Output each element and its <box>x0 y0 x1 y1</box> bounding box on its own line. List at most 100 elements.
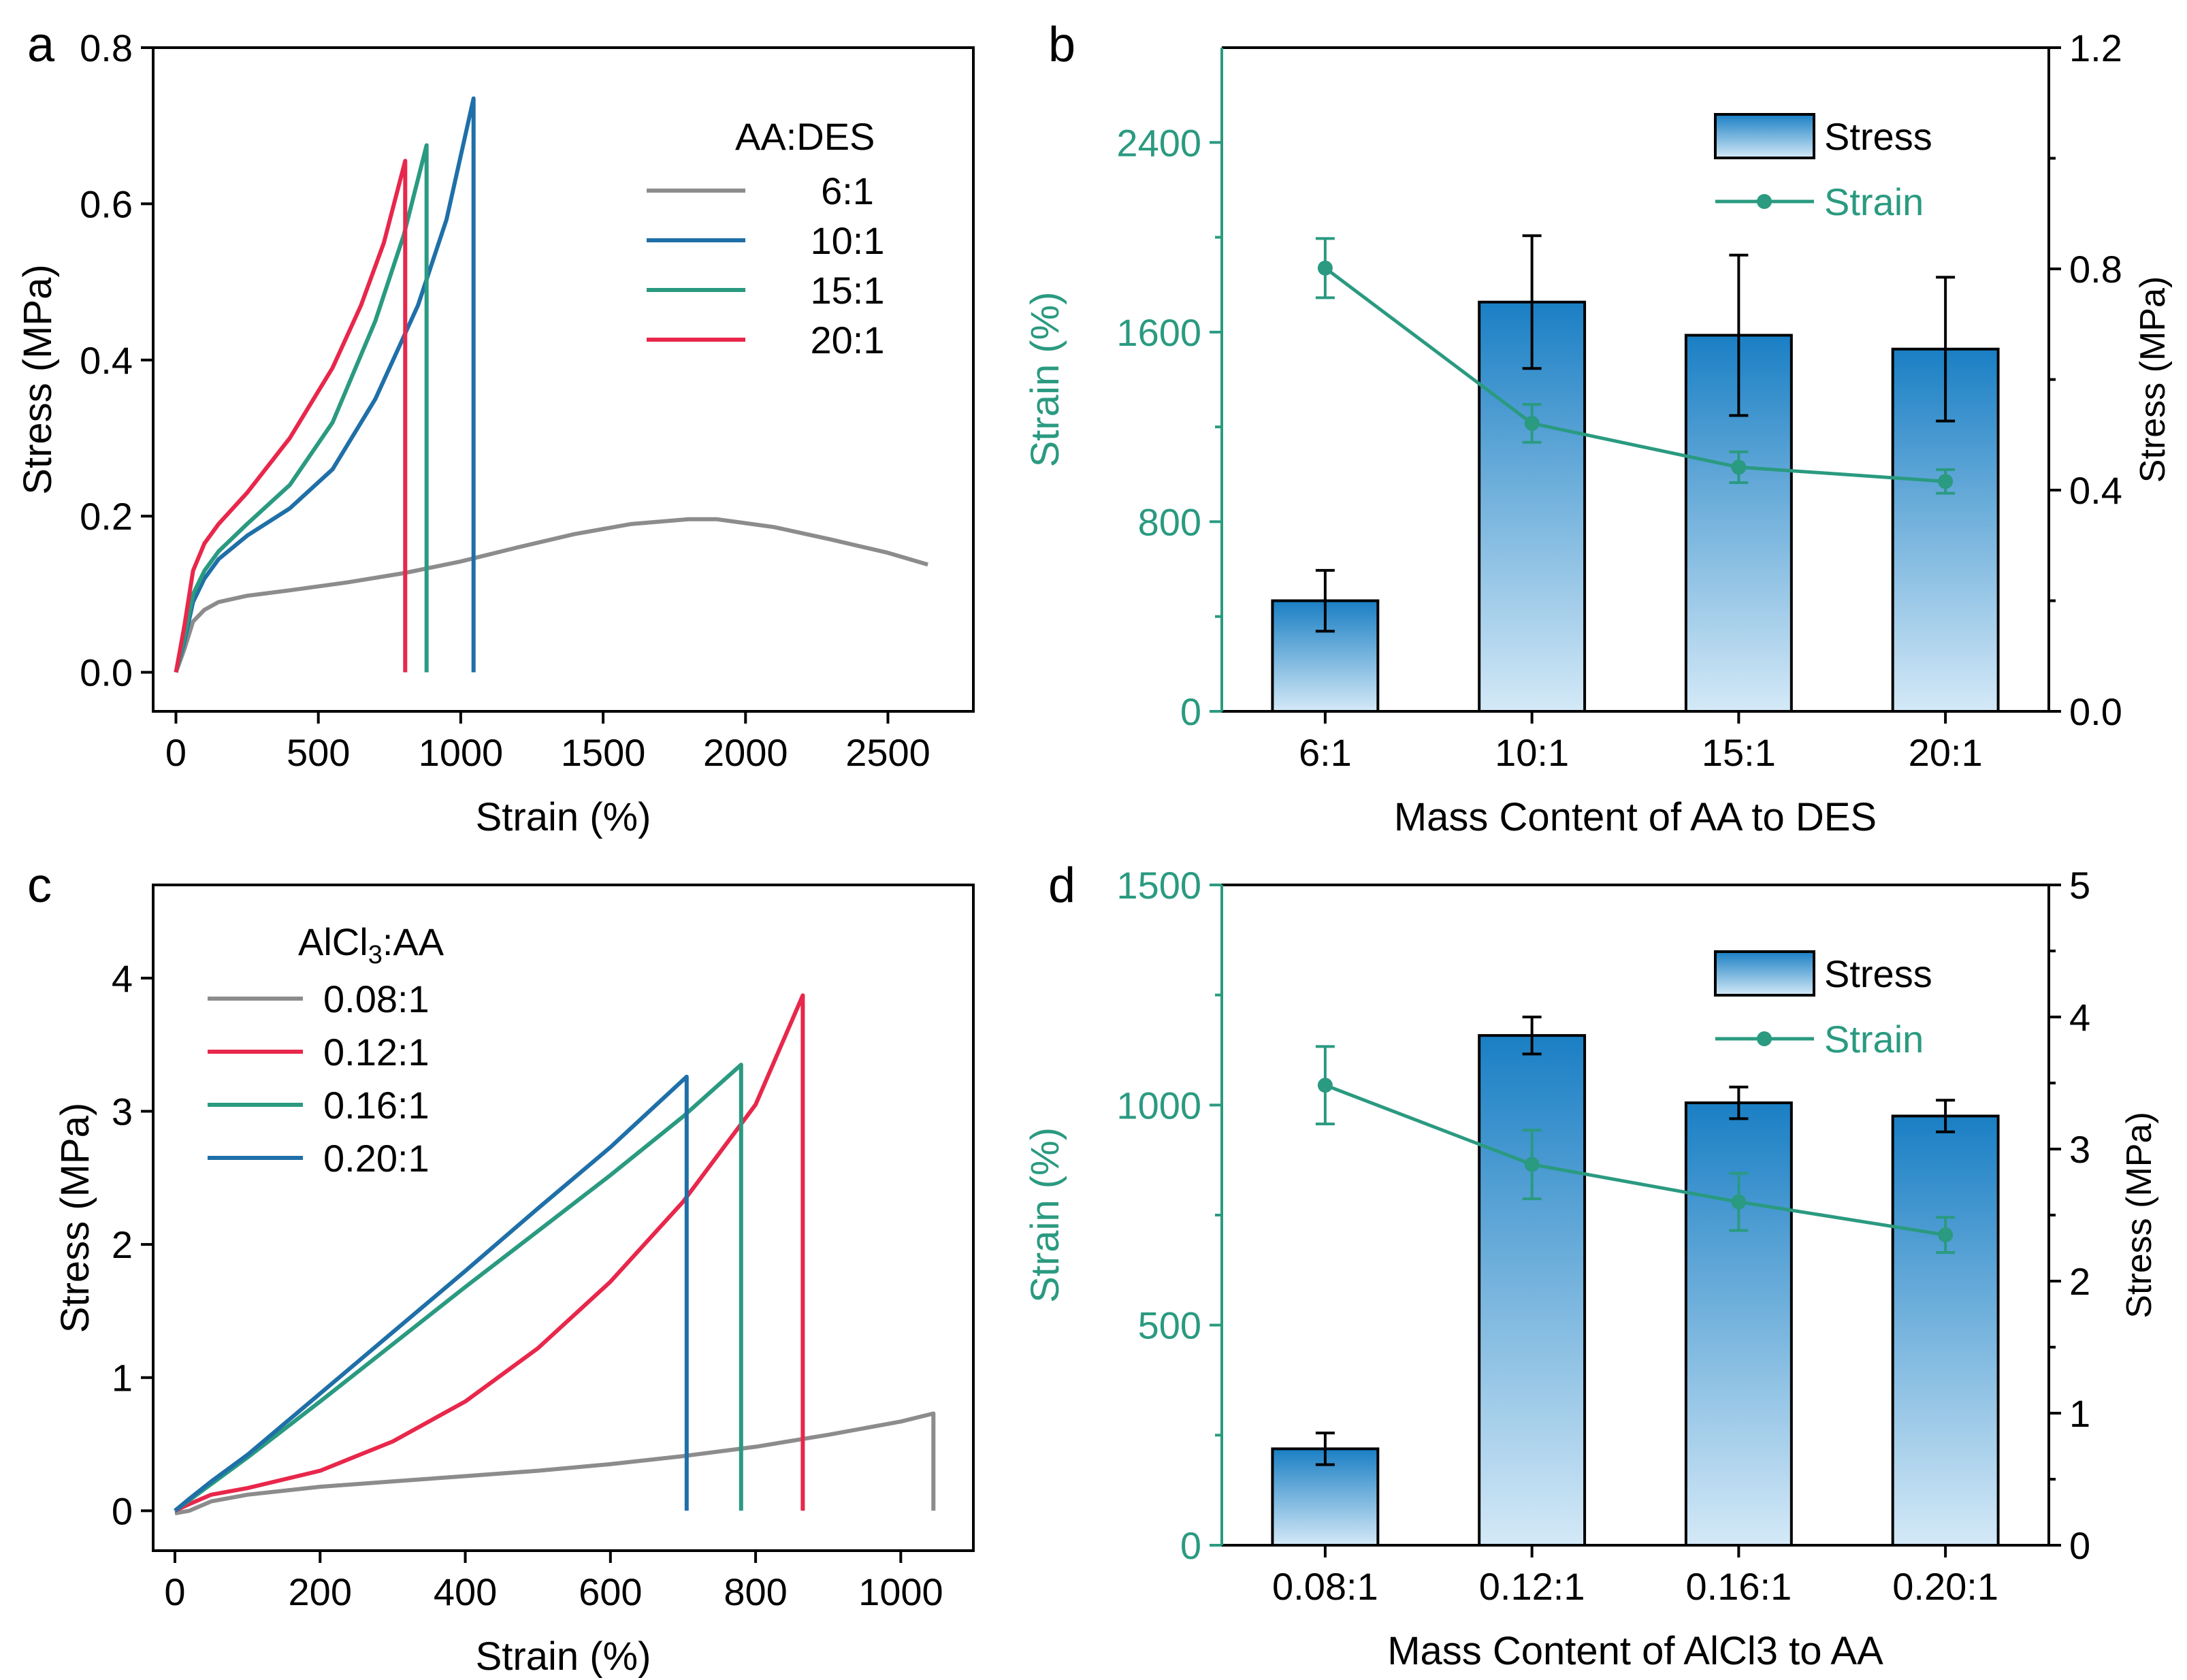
y-tick-label: 0.8 <box>80 27 133 69</box>
y-tick-label: 1 <box>112 1357 133 1400</box>
series-line-0.08:1 <box>174 1411 936 1516</box>
x-tick-label: 2000 <box>703 731 788 774</box>
stress-bar-10:1 <box>1478 300 1587 713</box>
panel-label: a <box>27 18 55 72</box>
panel-c: 0 200 400 600 800 1000 0 1 2 3 4 Strain (%) Stress (… <box>27 858 975 1679</box>
x-axis-label: Strain (%) <box>476 795 651 839</box>
legend-label-10:1: 10:1 <box>811 219 885 262</box>
x-tick-label: 0 <box>164 1570 185 1613</box>
x-tick-label: 6:1 <box>1299 731 1352 774</box>
x-axis-label: Mass Content of AlCl3 to AA <box>1387 1629 1883 1673</box>
legend-label-6:1: 6:1 <box>821 169 874 212</box>
stress-bar-0.20:1 <box>1891 1114 2000 1547</box>
legend-swatch-stress <box>1714 950 1815 997</box>
right-y-tick-label: 2 <box>2069 1260 2090 1303</box>
legend-label-20:1: 20:1 <box>811 319 885 361</box>
legend-label-stress: Stress <box>1824 115 1932 158</box>
strain-point-15:1 <box>1731 459 1747 475</box>
strain-line <box>1324 266 1946 483</box>
x-tick-label: 0 <box>165 731 187 774</box>
strain-point-0.12:1 <box>1524 1157 1540 1172</box>
strain-line <box>1325 1083 1946 1237</box>
strain-point-0.08:1 <box>1317 1078 1333 1093</box>
series-line-15:1 <box>174 143 429 673</box>
right-y-tick-label: 3 <box>2069 1128 2090 1171</box>
y-tick-label: 3 <box>112 1091 133 1133</box>
x-tick-label: 0.20:1 <box>1892 1565 1998 1608</box>
x-tick-label: 0.12:1 <box>1479 1565 1585 1608</box>
x-axis-label: Mass Content of AA to DES <box>1394 795 1877 839</box>
legend-title-suffix: :AA <box>383 920 444 963</box>
right-y-tick-label: 5 <box>2069 864 2090 907</box>
right-y-tick-label: 0.8 <box>2069 248 2122 291</box>
y-tick-label: 0.4 <box>80 339 133 382</box>
right-y-tick-label: 1.2 <box>2069 27 2122 69</box>
legend-marker-strain <box>1757 194 1772 209</box>
legend-label-stress: Stress <box>1824 952 1932 995</box>
x-tick-label: 0.08:1 <box>1272 1565 1378 1608</box>
y-tick-label: 0 <box>112 1489 133 1532</box>
x-tick-label: 500 <box>287 731 350 774</box>
y-tick-label: 4 <box>112 957 133 1000</box>
right-y-tick-label: 1 <box>2069 1392 2090 1435</box>
x-tick-label: 2500 <box>845 731 930 774</box>
y-axis-label: Stress (MPa) <box>53 1103 97 1333</box>
legend-label-strain: Strain <box>1824 180 1924 223</box>
x-tick-label: 400 <box>434 1570 497 1613</box>
x-tick-label: 800 <box>724 1570 787 1613</box>
x-tick-label: 600 <box>579 1570 642 1613</box>
y-tick-label: 0.0 <box>80 651 133 694</box>
legend-title: AlCl3:AA <box>298 920 444 969</box>
left-y-tick-label: 800 <box>1138 500 1201 543</box>
legend-label-0.16:1: 0.16:1 <box>323 1084 430 1127</box>
strain-point-0.20:1 <box>1938 1227 1954 1243</box>
right-y-tick-label: 4 <box>2069 996 2090 1039</box>
stress-bar-0.16:1 <box>1684 1101 1793 1547</box>
x-tick-label: 1000 <box>858 1570 943 1613</box>
series-line-0.12:1 <box>174 993 805 1513</box>
right-y-axis-label: Stress (MPa) <box>2133 276 2173 483</box>
legend-title-subscript: 3 <box>368 941 383 969</box>
panel-b: 6:1 10:1 15:1 20:1 0 800 1600 2400 0.0 0.4 0.8 1.2 M… <box>1023 18 2173 839</box>
plot-frame <box>152 884 975 1552</box>
left-y-tick-label: 1000 <box>1116 1084 1201 1127</box>
legend-label-strain: Strain <box>1824 1018 1924 1061</box>
y-axis-label: Stress (MPa) <box>16 264 60 494</box>
series-line-20:1 <box>174 159 408 673</box>
y-tick-label: 0.2 <box>80 495 133 538</box>
right-y-tick-label: 0.0 <box>2069 690 2122 733</box>
strain-point-10:1 <box>1524 415 1540 431</box>
right-y-axis-label: Stress (MPa) <box>2120 1112 2159 1318</box>
x-tick-label: 1500 <box>561 731 646 774</box>
strain-point-0.16:1 <box>1731 1194 1747 1210</box>
plot-frame <box>152 46 975 713</box>
left-y-tick-label: 500 <box>1138 1304 1201 1347</box>
left-y-tick-label: 1600 <box>1116 311 1201 354</box>
panel-label: b <box>1048 18 1075 72</box>
x-tick-label: 1000 <box>419 731 504 774</box>
x-tick-label: 10:1 <box>1495 731 1569 774</box>
stress-bar-0.12:1 <box>1478 1034 1587 1547</box>
right-y-tick-label: 0 <box>2069 1524 2090 1567</box>
legend-label-15:1: 15:1 <box>811 269 885 312</box>
legend-label-0.08:1: 0.08:1 <box>323 978 430 1020</box>
legend-marker-strain <box>1757 1031 1772 1046</box>
x-axis-label: Strain (%) <box>476 1634 651 1679</box>
left-y-tick-label: 0 <box>1180 690 1201 733</box>
panel-d: 0.08:1 0.12:1 0.16:1 0.20:1 0 500 1000 1500 0 1 2 3… <box>1023 858 2159 1673</box>
legend-swatch-stress <box>1714 113 1815 159</box>
right-y-tick-label: 0.4 <box>2069 469 2122 512</box>
series-line-0.20:1 <box>174 1074 689 1513</box>
left-y-axis-label: Strain (%) <box>1023 292 1067 468</box>
left-y-tick-label: 0 <box>1180 1524 1201 1567</box>
series-line-6:1 <box>174 517 928 673</box>
y-tick-label: 0.6 <box>80 182 133 225</box>
legend-title: AA:DES <box>735 115 875 158</box>
stress-bar-15:1 <box>1684 334 1793 713</box>
panel-label: c <box>27 858 52 913</box>
legend-label-0.20:1: 0.20:1 <box>323 1137 430 1180</box>
left-y-tick-label: 2400 <box>1116 121 1201 164</box>
panel-label: d <box>1048 858 1075 913</box>
x-tick-label: 200 <box>289 1570 352 1613</box>
